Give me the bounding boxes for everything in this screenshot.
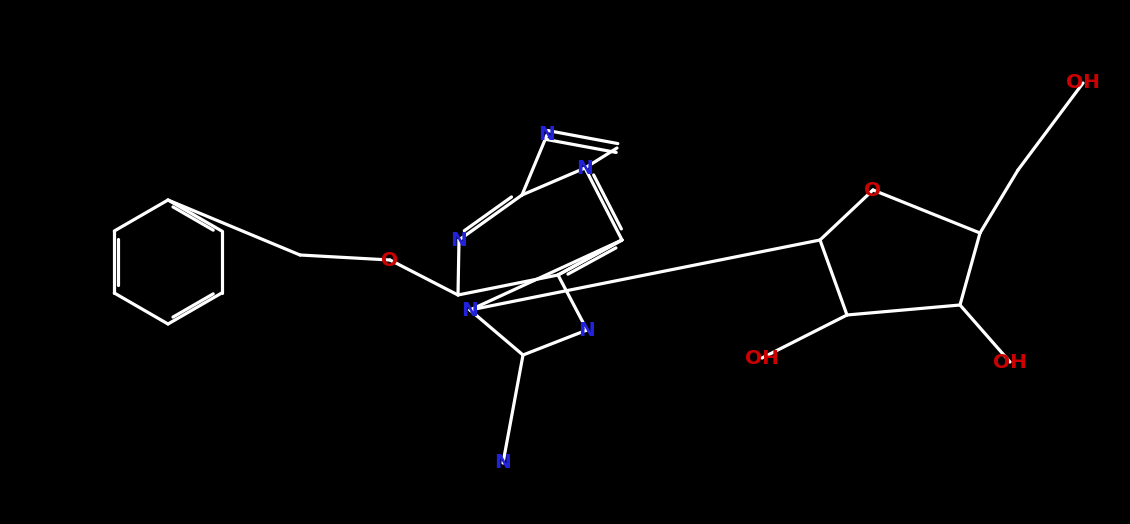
Text: N: N	[451, 231, 468, 249]
Text: O: O	[864, 180, 881, 200]
Text: N: N	[461, 300, 478, 320]
Text: N: N	[539, 126, 556, 145]
Text: O: O	[382, 250, 399, 269]
Text: N: N	[495, 453, 512, 473]
Text: N: N	[579, 321, 596, 340]
Text: OH: OH	[745, 348, 779, 367]
Text: OH: OH	[1066, 73, 1099, 93]
Text: N: N	[576, 158, 593, 178]
Text: OH: OH	[993, 353, 1027, 372]
